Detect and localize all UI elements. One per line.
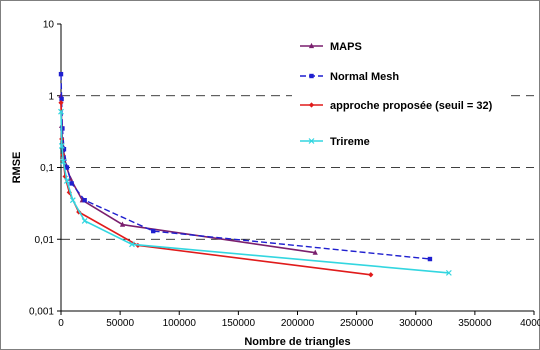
data-point [82, 198, 87, 203]
legend-label: Normal Mesh [330, 71, 399, 83]
x-tick-label: 50000 [106, 318, 134, 329]
data-point [151, 228, 156, 234]
y-tick-label: 0,1 [40, 163, 54, 174]
y-axis-title: RMSE [11, 152, 23, 184]
legend-label: approche proposée (seuil = 32) [330, 100, 493, 112]
x-axis-title: Nombre de triangles [244, 336, 350, 348]
y-tick-label: 1 [48, 91, 54, 102]
data-point [59, 96, 64, 102]
legend-label: MAPS [330, 41, 362, 53]
data-point [63, 177, 70, 184]
data-point [445, 269, 452, 276]
data-point [69, 181, 74, 186]
data-point [58, 108, 64, 115]
data-point [58, 71, 64, 77]
data-point [61, 146, 67, 152]
data-point [312, 249, 318, 255]
data-point [81, 218, 88, 224]
x-tick-label: 350000 [458, 318, 492, 329]
data-point [308, 138, 315, 144]
data-point [69, 197, 76, 204]
data-point [427, 256, 433, 262]
series-line [60, 95, 316, 254]
data-point [368, 272, 374, 278]
legend-box [292, 30, 506, 166]
y-tick-label: 10 [43, 20, 55, 31]
x-tick-label: 200000 [281, 318, 315, 329]
x-tick-label: 0 [58, 318, 64, 329]
data-point [58, 142, 65, 149]
data-point [309, 73, 314, 79]
data-point [58, 100, 64, 106]
data-point [308, 102, 315, 108]
data-point [64, 165, 70, 170]
x-tick-label: 40000 [520, 318, 540, 329]
x-tick-label: 300000 [399, 318, 433, 329]
series-line [60, 111, 449, 274]
data-point [119, 221, 126, 227]
data-point [60, 158, 67, 165]
x-tick-label: 150000 [222, 318, 256, 329]
data-point [60, 126, 65, 131]
x-tick-label: 250000 [340, 318, 374, 329]
legend-label: Trireme [330, 136, 370, 148]
y-tick-label: 0,01 [35, 235, 55, 246]
y-tick-label: 0,001 [29, 307, 54, 318]
x-tick-label: 100000 [163, 318, 197, 329]
data-point [62, 173, 68, 180]
data-point [129, 241, 135, 248]
data-point [308, 42, 315, 49]
